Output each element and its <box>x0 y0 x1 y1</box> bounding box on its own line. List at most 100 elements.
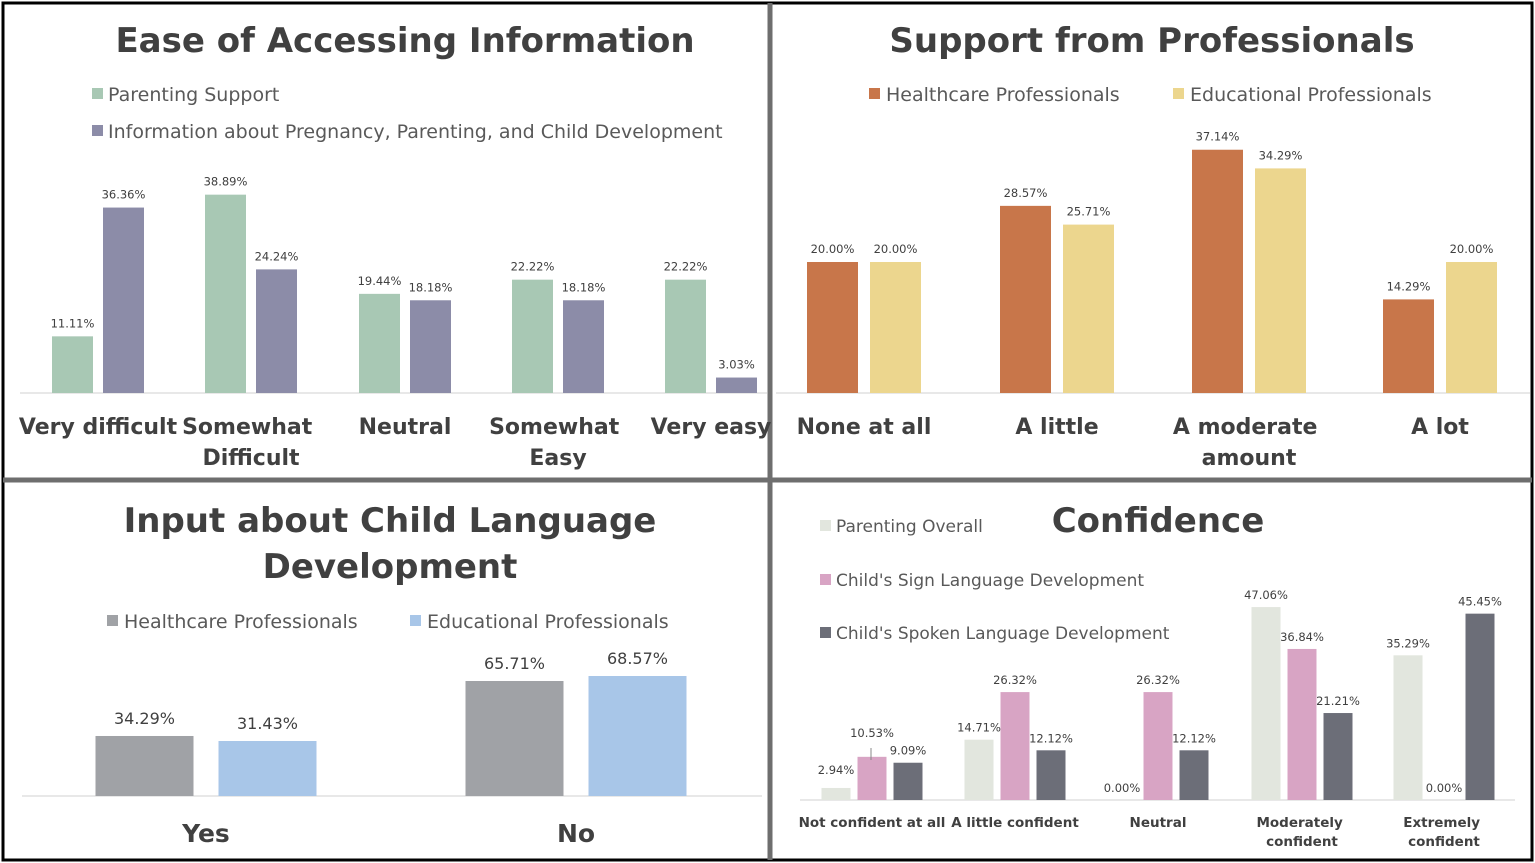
value-label-information-about-pregnancy-somewhat-difficult: 24.24% <box>255 249 299 263</box>
chart-title: Support from Professionals <box>889 21 1414 61</box>
value-label-educational-professionals-none-at-all: 20.00% <box>874 242 918 256</box>
value-label-information-about-pregnancy-somewhat-easy: 18.18% <box>562 280 606 294</box>
value-label-educational-professionals-a-moderate-amount: 34.29% <box>1259 148 1303 162</box>
category-label-extremely-confident: Extremely confident <box>1403 815 1485 850</box>
bar-educational-professionals-a-lot <box>1446 262 1497 393</box>
value-label-parenting-support-very-difficult: 11.11% <box>51 316 95 330</box>
category-label-line: amount <box>1202 446 1297 471</box>
bar-child-s-sign-neutral <box>1143 692 1173 800</box>
value-label-child-s-spoken-not-confident-at-all: 9.09% <box>890 744 927 758</box>
value-label-parenting-support-somewhat-difficult: 38.89% <box>204 175 248 189</box>
value-label-child-s-sign-extremely-confident: 0.00% <box>1426 781 1463 795</box>
category-label-line: confident <box>1266 834 1338 850</box>
legend-label-educational-professionals: Educational Professionals <box>1190 84 1432 106</box>
bar-child-s-sign-not-confident-at-all <box>857 756 887 800</box>
bar-educational-professionals-a-moderate-amount <box>1255 168 1306 393</box>
category-label-line: Difficult <box>202 446 300 471</box>
category-label-line: A moderate <box>1173 415 1318 440</box>
value-label-child-s-sign-moderately-confident: 36.84% <box>1280 630 1324 644</box>
category-label-none-at-all: None at all <box>797 415 932 440</box>
chart-title-line-2: Development <box>263 547 518 587</box>
bar-child-s-spoken-not-confident-at-all <box>893 762 923 800</box>
category-label-a-little: A little <box>1015 415 1098 440</box>
legend-swatch-healthcare-professionals <box>107 615 118 626</box>
category-label-a-lot: A lot <box>1411 415 1469 440</box>
legend-label-information-about-pregnancy: Information about Pregnancy, Parenting, … <box>108 121 723 143</box>
bar-child-s-sign-a-little-confident <box>1000 692 1030 800</box>
category-label-not-confident-at-all: Not confident at all <box>799 815 946 831</box>
value-label-educational-professionals-yes: 31.43% <box>237 714 298 733</box>
category-label-somewhat-difficult: Somewhat Difficult <box>182 415 320 471</box>
legend-label-sign-language: Child's Sign Language Development <box>836 571 1144 591</box>
category-label-somewhat-easy: Somewhat Easy <box>489 415 627 471</box>
chart-input-about-child-language-development: Input about Child Language Development H… <box>22 501 762 848</box>
bar-parenting-overall-moderately-confident <box>1251 607 1281 800</box>
value-label-healthcare-professionals-none-at-all: 20.00% <box>811 242 855 256</box>
value-label-healthcare-professionals-a-moderate-amount: 37.14% <box>1196 130 1240 144</box>
value-label-child-s-spoken-neutral: 12.12% <box>1172 731 1216 745</box>
bars-group: 34.29% 65.71% 31.43% 68.57% <box>95 649 687 796</box>
value-label-educational-professionals-a-little: 25.71% <box>1067 205 1111 219</box>
category-label-yes: Yes <box>181 819 230 848</box>
bar-healthcare-professionals-a-moderate-amount <box>1192 149 1243 393</box>
value-label-child-s-spoken-moderately-confident: 21.21% <box>1316 694 1360 708</box>
bars-group: 2.94% 14.71% 0.00% 47.06% 35.29% 10.53% 26.32%… <box>818 588 1502 800</box>
bar-healthcare-professionals-a-lot <box>1383 299 1434 393</box>
legend-swatch-parenting-support <box>92 88 103 99</box>
bar-healthcare-professionals-yes <box>95 735 194 796</box>
legend-label-educational-professionals: Educational Professionals <box>427 611 669 633</box>
value-label-healthcare-professionals-a-lot: 14.29% <box>1387 279 1431 293</box>
bar-child-s-spoken-neutral <box>1179 750 1209 800</box>
value-label-healthcare-professionals-a-little: 28.57% <box>1004 186 1048 200</box>
chart-ease-of-accessing-information: Ease of Accessing Information Parenting … <box>19 21 771 471</box>
bar-healthcare-professionals-a-little <box>1000 205 1051 393</box>
bar-parenting-overall-a-little-confident <box>964 739 994 800</box>
value-label-parenting-support-neutral: 19.44% <box>358 274 402 288</box>
bars-group: 20.00% 28.57% 37.14% 14.29% 20.00% 25.71% 34.2… <box>807 130 1497 393</box>
value-label-healthcare-professionals-yes: 34.29% <box>114 709 175 728</box>
value-label-parenting-overall-moderately-confident: 47.06% <box>1244 588 1288 602</box>
legend-label-parenting-support: Parenting Support <box>108 84 279 106</box>
bar-child-s-spoken-moderately-confident <box>1323 713 1353 800</box>
bar-parenting-overall-not-confident-at-all <box>821 787 851 800</box>
value-label-healthcare-professionals-no: 65.71% <box>484 654 545 673</box>
category-label-very-easy: Very easy <box>651 415 772 440</box>
bar-child-s-spoken-a-little-confident <box>1036 750 1066 800</box>
bar-educational-professionals-no <box>588 676 687 796</box>
category-label-line: Somewhat <box>489 415 620 440</box>
bar-educational-professionals-none-at-all <box>870 262 921 393</box>
legend-label-parenting-overall: Parenting Overall <box>836 517 983 537</box>
value-label-information-about-pregnancy-neutral: 18.18% <box>409 280 453 294</box>
bar-parenting-support-somewhat-easy <box>512 279 553 393</box>
category-label-moderately-confident: Moderately confident <box>1256 815 1347 850</box>
category-label-very-difficult: Very difficult <box>19 415 178 440</box>
chart-support-from-professionals: Support from Professionals Healthcare Pr… <box>776 21 1530 471</box>
category-label-line: Easy <box>529 446 586 471</box>
value-label-parenting-overall-not-confident-at-all: 2.94% <box>818 763 855 777</box>
legend-swatch-spoken-language <box>820 627 831 638</box>
legend-swatch-sign-language <box>820 574 831 585</box>
legend-swatch-parenting-overall <box>820 520 831 531</box>
bar-information-about-pregnancy-very-difficult <box>103 207 144 393</box>
bar-information-about-pregnancy-very-easy <box>716 377 757 393</box>
bar-parenting-support-very-easy <box>665 279 706 393</box>
bar-educational-professionals-yes <box>218 740 317 796</box>
category-label-line: Extremely <box>1403 815 1480 831</box>
category-label-neutral: Neutral <box>359 415 452 440</box>
value-label-parenting-overall-a-little-confident: 14.71% <box>957 721 1001 735</box>
category-label-no: No <box>557 819 595 848</box>
bar-healthcare-professionals-no <box>465 681 564 796</box>
chart-confidence: Confidence Parenting Overall Child's Sig… <box>799 501 1515 850</box>
category-label-a-moderate-amount: A moderate amount <box>1173 415 1325 471</box>
bar-information-about-pregnancy-somewhat-difficult <box>256 269 297 393</box>
bar-information-about-pregnancy-somewhat-easy <box>563 300 604 393</box>
category-label-a-little-confident: A little confident <box>951 815 1079 831</box>
bars-group: 11.11% 38.89% 19.44% 22.22% 22.22% 36.36% 24.2… <box>51 175 757 393</box>
value-label-child-s-spoken-extremely-confident: 45.45% <box>1458 595 1502 609</box>
bar-information-about-pregnancy-neutral <box>410 300 451 393</box>
bar-parenting-overall-extremely-confident <box>1393 655 1423 800</box>
value-label-information-about-pregnancy-very-easy: 3.03% <box>718 358 755 372</box>
bar-child-s-sign-moderately-confident <box>1287 648 1317 800</box>
